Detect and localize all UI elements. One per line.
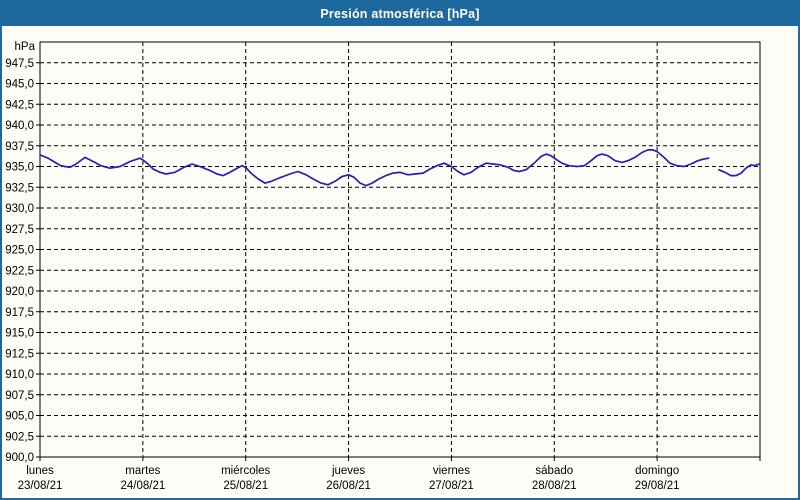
y-tick-label: 927,5 [5, 224, 34, 236]
y-tick-label: 922,5 [5, 265, 34, 277]
chart-canvas: hPa 900,0 902,5 905,0 907,5 910,0 912,5 915,0 9… [5, 41, 761, 492]
plot-border [39, 41, 761, 458]
y-tick-label: 910,0 [5, 369, 34, 381]
y-tick-label: 947,5 [5, 58, 34, 70]
y-axis-unit-label: hPa [15, 41, 36, 53]
y-tick-label: 905,0 [5, 411, 34, 423]
window-title-bar: Presión atmosférica [hPa] [2, 2, 798, 26]
x-day-label: miércoles [221, 465, 270, 477]
y-tick-label: 930,0 [5, 203, 34, 215]
y-tick-label: 932,5 [5, 182, 34, 194]
y-tick-label: 935,0 [5, 162, 34, 174]
y-tick-label: 925,0 [5, 245, 34, 257]
x-date-label: 29/08/21 [635, 480, 680, 492]
x-date-label: 26/08/21 [326, 480, 371, 492]
x-day-label: domingo [635, 465, 679, 477]
x-date-label: 28/08/21 [532, 480, 577, 492]
y-tick-label: 900,0 [5, 452, 34, 464]
x-day-label: viernes [433, 465, 470, 477]
y-tick-label: 902,5 [5, 431, 34, 443]
window-title: Presión atmosférica [hPa] [320, 7, 480, 21]
x-day-label: martes [125, 465, 160, 477]
pressure-line [39, 149, 710, 187]
x-date-label: 24/08/21 [120, 480, 165, 492]
y-tick-label: 915,0 [5, 328, 34, 340]
x-day-label: sábado [535, 465, 573, 477]
y-tick-label: 937,5 [5, 141, 34, 153]
x-date-label: 27/08/21 [429, 480, 474, 492]
y-tick-label: 940,0 [5, 120, 34, 132]
x-day-label: jueves [331, 465, 365, 477]
pressure-line [718, 163, 760, 177]
y-tick-label: 907,5 [5, 390, 34, 402]
y-tick-label: 945,0 [5, 79, 34, 91]
y-tick-label: 917,5 [5, 307, 34, 319]
y-tick-label: 942,5 [5, 99, 34, 111]
x-date-label: 23/08/21 [18, 480, 63, 492]
x-date-label: 25/08/21 [223, 480, 268, 492]
y-tick-label: 920,0 [5, 286, 34, 298]
x-day-label: lunes [26, 465, 54, 477]
y-tick-label: 912,5 [5, 348, 34, 360]
